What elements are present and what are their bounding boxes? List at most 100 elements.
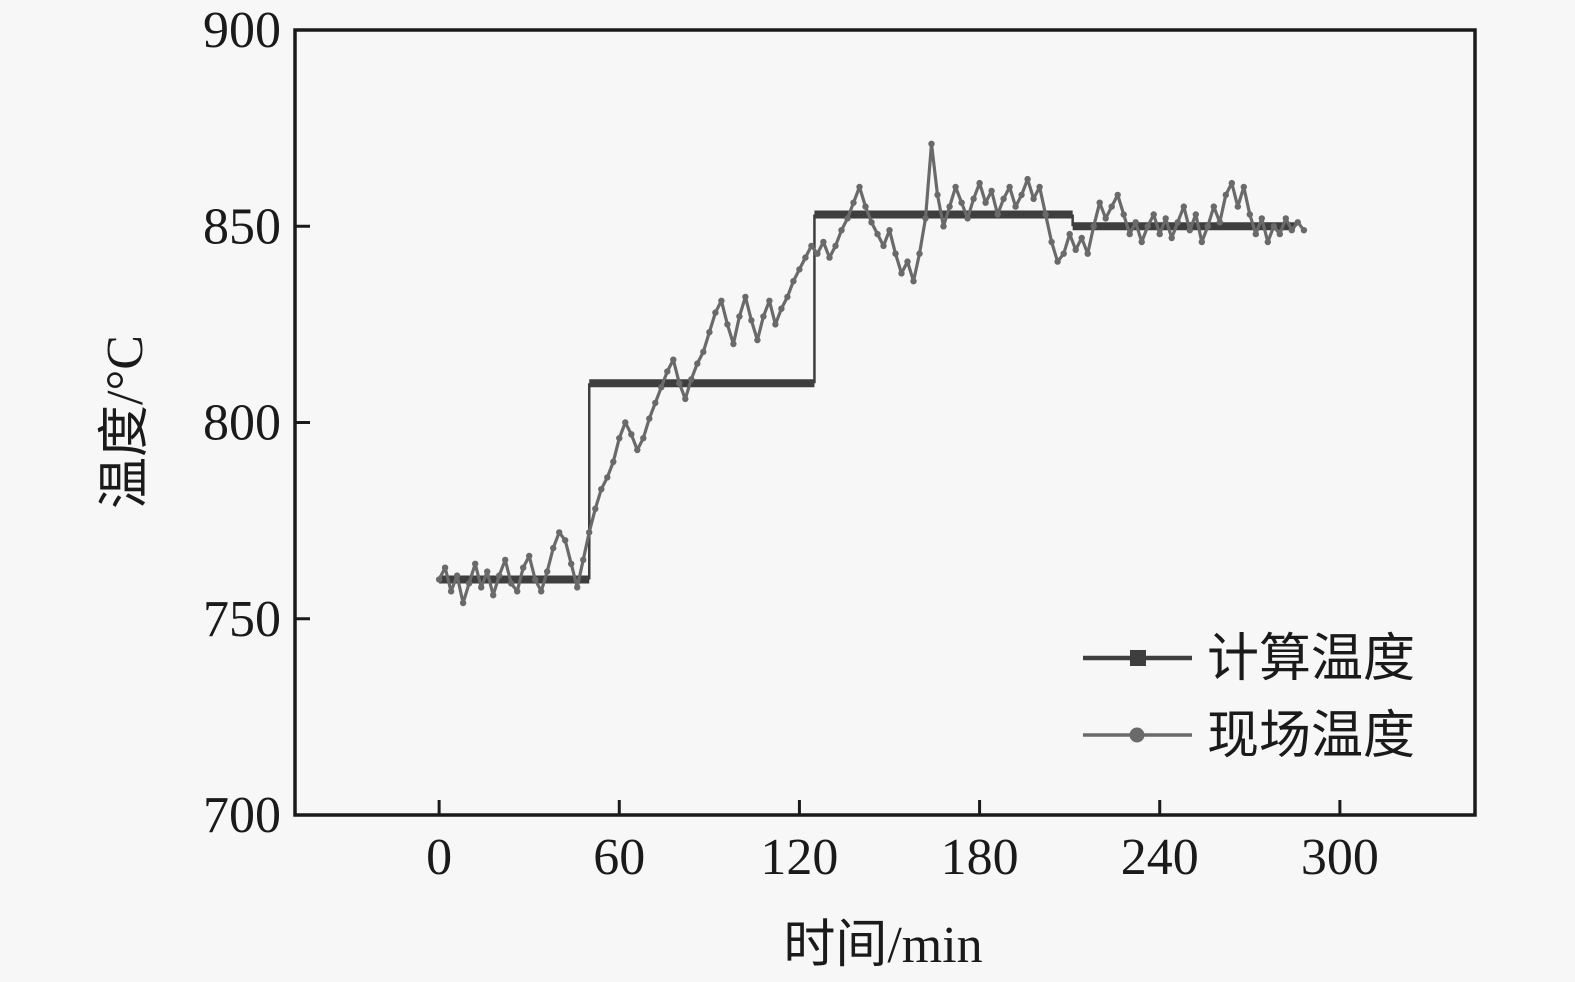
field-temperature-point bbox=[868, 219, 875, 226]
field-temperature-point bbox=[706, 329, 713, 336]
field-temperature-point bbox=[790, 278, 797, 285]
field-temperature-point bbox=[1258, 215, 1266, 222]
field-temperature-point bbox=[928, 140, 935, 147]
field-temperature-point bbox=[700, 348, 707, 356]
x-tick-label: 60 bbox=[593, 829, 645, 886]
field-temperature-point bbox=[742, 293, 749, 301]
field-temperature-point bbox=[1018, 191, 1025, 199]
field-temperature-point bbox=[994, 211, 1001, 218]
field-temperature-point bbox=[484, 568, 491, 575]
field-temperature-point bbox=[1138, 238, 1145, 246]
field-temperature-point bbox=[604, 474, 611, 481]
field-temperature-point bbox=[1108, 203, 1115, 210]
field-temperature-point bbox=[1228, 179, 1236, 187]
field-temperature-point bbox=[550, 544, 557, 552]
field-temperature-point bbox=[478, 584, 485, 591]
field-temperature-point bbox=[844, 215, 851, 222]
field-temperature-point bbox=[634, 446, 641, 454]
field-temperature-point bbox=[982, 199, 989, 206]
field-temperature-point bbox=[988, 187, 995, 195]
legend-label-field: 现场温度 bbox=[1207, 708, 1415, 765]
field-temperature-point bbox=[1264, 238, 1272, 246]
field-temperature-point bbox=[652, 399, 659, 407]
field-temperature-point bbox=[724, 321, 731, 328]
field-temperature-point bbox=[1006, 183, 1013, 191]
field-temperature-point bbox=[1072, 246, 1079, 253]
field-temperature-point bbox=[1186, 227, 1194, 234]
y-tick-label: 900 bbox=[203, 2, 281, 59]
field-temperature-point bbox=[1240, 183, 1248, 191]
field-temperature-point bbox=[1066, 230, 1073, 238]
axis-ticks: 0 60 120 180 240 300 900 850 800 750 700 bbox=[203, 2, 1379, 886]
field-temperature-point bbox=[1174, 219, 1181, 226]
legend-label-calculated: 计算温度 bbox=[1207, 631, 1415, 688]
field-temperature-point bbox=[1270, 223, 1278, 230]
field-temperature-point bbox=[562, 537, 569, 544]
field-temperature-point bbox=[814, 250, 821, 257]
field-temperature-point bbox=[1192, 211, 1200, 218]
legend-circle-marker-icon bbox=[1129, 727, 1145, 743]
field-temperature-point bbox=[459, 599, 467, 607]
field-temperature-point bbox=[1180, 203, 1188, 210]
x-tick-label: 300 bbox=[1301, 829, 1379, 886]
field-temperature-point bbox=[952, 183, 959, 191]
field-temperature-point bbox=[622, 419, 629, 426]
field-temperature-point bbox=[922, 215, 929, 222]
field-temperature-point bbox=[904, 258, 911, 265]
y-tick-label: 700 bbox=[203, 787, 281, 844]
field-temperature-point bbox=[808, 242, 815, 250]
field-temperature-point bbox=[1042, 211, 1049, 218]
field-temperature-point bbox=[1204, 223, 1212, 230]
field-temperature-point bbox=[1276, 230, 1284, 238]
field-temperature-point bbox=[760, 313, 767, 320]
x-tick-label: 240 bbox=[1121, 829, 1199, 886]
x-tick-label: 0 bbox=[426, 829, 452, 886]
field-temperature-point bbox=[892, 250, 899, 257]
field-temperature-point bbox=[610, 458, 617, 465]
field-temperature-point bbox=[796, 266, 803, 273]
field-temperature-point bbox=[682, 395, 689, 403]
field-temperature-point bbox=[598, 486, 605, 493]
field-temperature-point bbox=[472, 560, 479, 567]
field-temperature-point bbox=[490, 592, 497, 599]
field-temperature-point bbox=[838, 227, 845, 234]
field-temperature-point bbox=[1234, 203, 1242, 210]
field-temperature-point bbox=[1150, 211, 1157, 218]
field-temperature-point bbox=[970, 195, 977, 202]
field-temperature-point bbox=[886, 227, 893, 234]
field-temperature-point bbox=[916, 250, 923, 257]
field-temperature-point bbox=[574, 584, 581, 591]
field-temperature-point bbox=[1252, 230, 1260, 238]
field-temperature-point bbox=[862, 203, 869, 210]
field-temperature-point bbox=[1060, 250, 1067, 257]
legend-square-marker-icon bbox=[1130, 650, 1146, 666]
field-temperature-point bbox=[1102, 215, 1109, 222]
field-temperature-point bbox=[784, 293, 791, 301]
field-temperature-point bbox=[1300, 227, 1308, 234]
field-temperature-point bbox=[748, 317, 755, 324]
field-temperature-point bbox=[964, 215, 971, 222]
field-temperature-point bbox=[1144, 223, 1151, 230]
field-temperature-point bbox=[1048, 238, 1055, 246]
field-temperature-point bbox=[1282, 215, 1290, 222]
field-temperature-point bbox=[664, 368, 671, 375]
y-tick-label: 800 bbox=[203, 395, 281, 452]
field-temperature-point bbox=[580, 556, 587, 564]
field-temperature-point bbox=[544, 568, 551, 575]
field-temperature-point bbox=[1210, 203, 1218, 210]
field-temperature-point bbox=[556, 529, 563, 536]
field-temperature-point bbox=[1096, 199, 1103, 206]
field-temperature-point bbox=[538, 588, 545, 595]
data-series bbox=[435, 140, 1308, 607]
field-temperature-point bbox=[1012, 203, 1019, 210]
field-temperature-point bbox=[1162, 215, 1169, 222]
field-temperature-point bbox=[766, 297, 773, 304]
field-temperature-point bbox=[850, 199, 857, 206]
field-temperature-point bbox=[946, 203, 953, 210]
field-temperature-point bbox=[1168, 234, 1175, 242]
field-temperature-point bbox=[586, 529, 593, 536]
field-temperature-point bbox=[826, 254, 833, 261]
field-temperature-point bbox=[640, 435, 647, 442]
